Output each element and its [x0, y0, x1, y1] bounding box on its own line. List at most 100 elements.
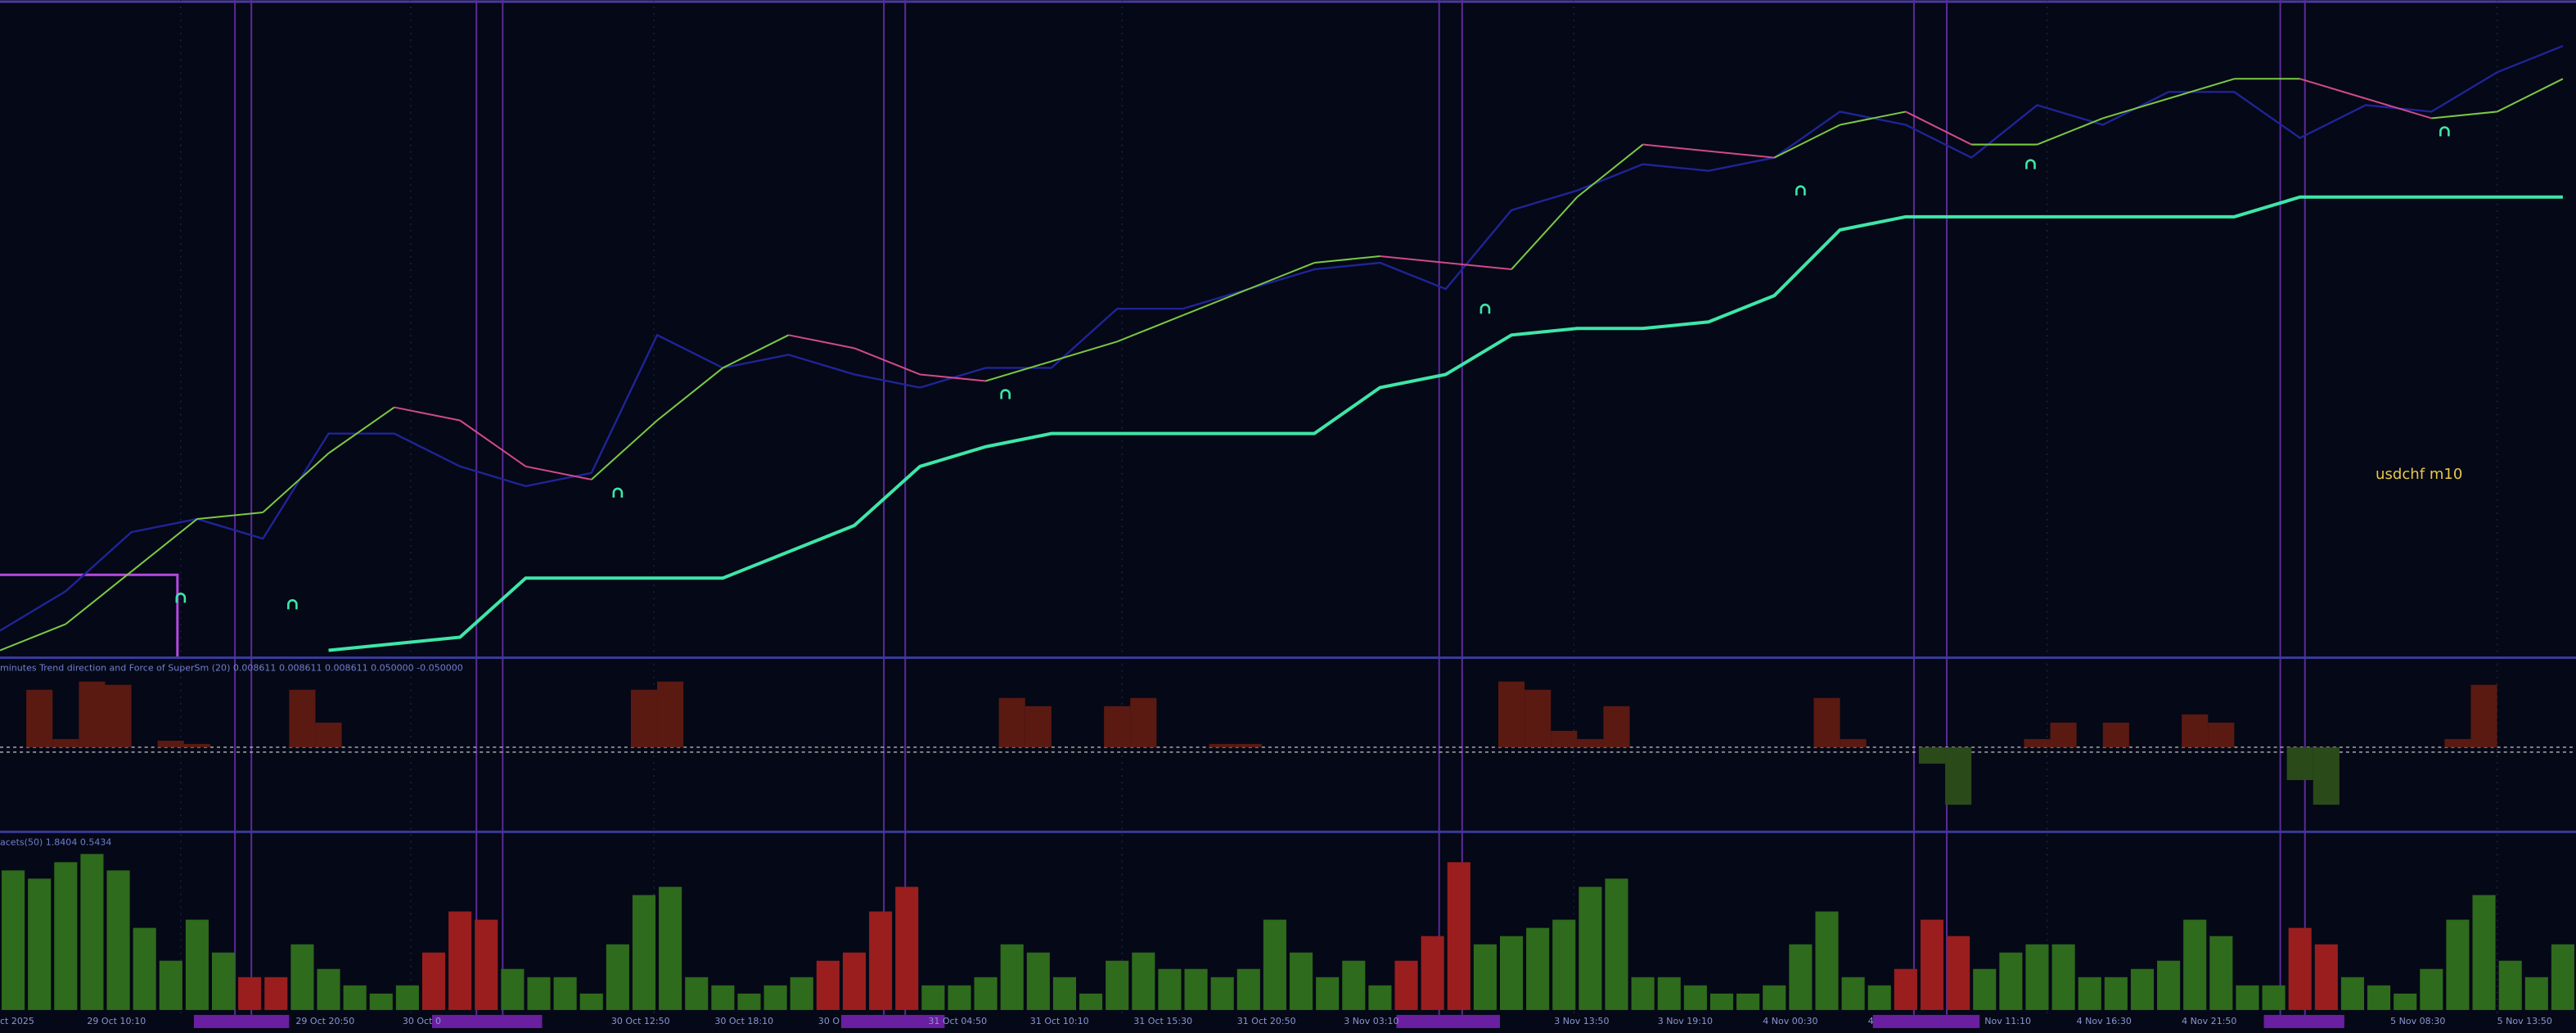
moving-average-segment	[591, 419, 658, 480]
moving-average-segment	[2168, 78, 2235, 100]
trend-bar	[105, 684, 132, 747]
volume-bar	[2078, 977, 2101, 1010]
volume-bar	[974, 977, 998, 1010]
volume-bar	[2104, 977, 2128, 1010]
trend-bar	[2050, 722, 2077, 747]
volume-bar	[2025, 944, 2049, 1010]
volume-bar	[1973, 968, 1997, 1010]
trend-bar	[1025, 706, 1052, 747]
time-label: 4 Nov 16:30	[2077, 1016, 2132, 1026]
volume-bar	[1867, 985, 1891, 1010]
volume-bar	[869, 911, 893, 1010]
layout	[180, 0, 2498, 1028]
signal-marker	[1795, 185, 1806, 196]
volume-bar	[1394, 960, 1418, 1010]
moving-average-segment	[985, 360, 1052, 382]
moving-average-segment	[1445, 262, 1512, 271]
moving-average-segment	[1642, 143, 1709, 152]
time-highlight	[1396, 1014, 1500, 1028]
signal-marker	[2439, 126, 2450, 137]
trend-bar	[1813, 697, 1840, 747]
volume-bar	[290, 944, 314, 1010]
volume-bar	[106, 870, 130, 1010]
trend-bar	[2182, 714, 2209, 747]
time-label: 4 Nov 21:50	[2182, 1016, 2236, 1026]
volume-bar	[527, 977, 551, 1010]
moving-average-segment	[2365, 97, 2432, 120]
volume-bar	[816, 960, 840, 1010]
volume-bar	[2183, 919, 2207, 1010]
time-label: 31 Oct 10:10	[1030, 1016, 1089, 1026]
volume-bar	[1026, 952, 1050, 1010]
volume-bar	[1841, 977, 1865, 1010]
moving-average-segment	[2102, 97, 2169, 120]
moving-average-segment	[1576, 143, 1644, 198]
indicator-label: minutes Trend direction and Force of Sup…	[0, 663, 463, 674]
moving-average-segment	[853, 347, 921, 376]
volume-bar	[1368, 985, 1392, 1010]
volume-bar	[1052, 977, 1077, 1010]
volume-bar	[395, 985, 419, 1010]
moving-average-segment	[525, 465, 592, 480]
volume-bar	[1000, 944, 1024, 1010]
volume-bar	[2, 870, 25, 1010]
volume-bar	[2340, 977, 2365, 1010]
moving-average-segment	[2431, 111, 2497, 120]
volume-bar	[1736, 993, 1760, 1010]
signal-marker	[287, 599, 298, 610]
volume-bar	[80, 854, 104, 1010]
moving-average-segment	[1051, 341, 1118, 363]
time-highlight	[2263, 1014, 2344, 1028]
trend-bar	[998, 697, 1025, 747]
volume-bar	[1578, 886, 1602, 1010]
time-label: 4	[1868, 1016, 1874, 1026]
time-label: 29 Oct 10:10	[87, 1016, 146, 1026]
volume-bar	[1499, 936, 1524, 1010]
moving-average-segment	[394, 406, 461, 422]
volume-bar	[659, 886, 682, 1010]
trend-bar	[2444, 738, 2471, 747]
moving-average-segment	[2037, 117, 2104, 146]
moving-average-segment	[2497, 78, 2564, 113]
volume-bar	[54, 862, 78, 1010]
volume-bar	[842, 952, 867, 1010]
time-highlight	[193, 1014, 290, 1028]
trend-bar	[1551, 730, 1578, 747]
trend-bar	[2286, 747, 2313, 781]
volume-bar	[1763, 985, 1786, 1010]
time-label: 3 Nov 19:10	[1658, 1016, 1713, 1026]
volume-bar	[475, 919, 498, 1010]
trend-bar	[2024, 738, 2051, 747]
time-label: 31 Oct 15:30	[1133, 1016, 1192, 1026]
moving-average-segment	[1182, 288, 1250, 317]
trend-bar	[183, 743, 210, 747]
indicator-label: acets(50) 1.8404 0.5434	[0, 837, 111, 847]
volume-bar	[921, 985, 945, 1010]
volume-bar	[606, 944, 629, 1010]
trend-bar	[289, 689, 316, 747]
moving-average-segment	[1380, 255, 1446, 264]
time-label: 29 Oct 20:50	[295, 1016, 354, 1026]
moving-average-segment	[722, 334, 790, 369]
volume-bar	[1132, 952, 1155, 1010]
moving-average-segment	[459, 419, 527, 467]
volume-bar	[1709, 993, 1734, 1010]
trend-bar	[1945, 747, 1972, 805]
trend-bar	[2313, 747, 2340, 805]
volume-bar	[790, 977, 813, 1010]
trend-bar	[1235, 743, 1262, 747]
volume-bar	[1605, 878, 1628, 1010]
volume-bar	[2157, 960, 2181, 1010]
time-label: ct 2025	[0, 1016, 34, 1026]
volume-bar	[2236, 985, 2259, 1010]
volume-bar	[1947, 936, 1970, 1010]
trend-bar	[1524, 689, 1551, 747]
trend-bar	[630, 689, 658, 747]
volume-bar	[553, 977, 577, 1010]
time-highlight	[1872, 1014, 1980, 1028]
volume-bar	[369, 993, 393, 1010]
volume-bar	[1158, 968, 1182, 1010]
volume-bar	[895, 886, 919, 1010]
symbol-label: usdchf m10	[2376, 466, 2462, 483]
